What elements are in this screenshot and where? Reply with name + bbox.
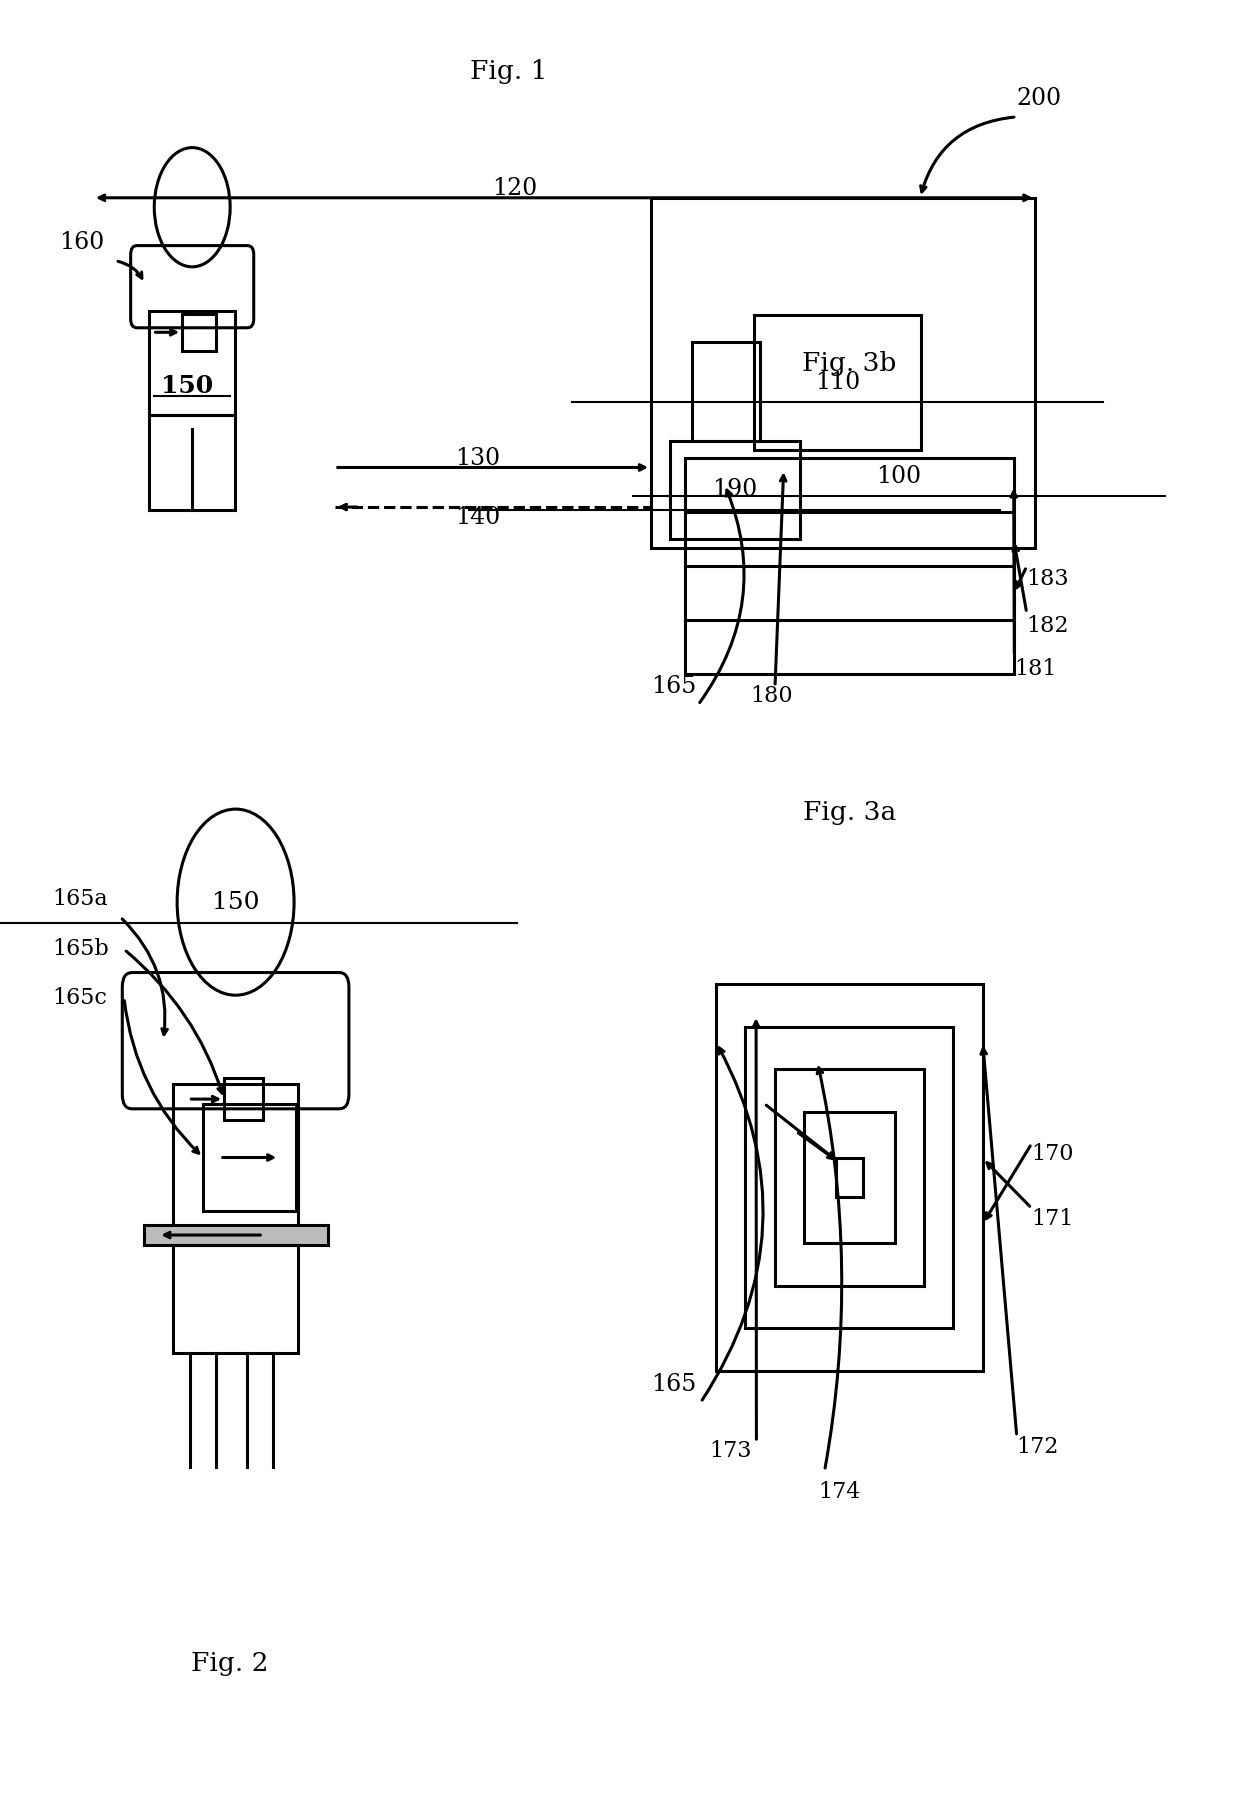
Text: 182: 182 bbox=[1027, 615, 1069, 636]
Text: 130: 130 bbox=[455, 448, 500, 469]
Text: 165a: 165a bbox=[52, 888, 108, 910]
Text: 150: 150 bbox=[212, 890, 259, 913]
Text: 100: 100 bbox=[877, 466, 921, 487]
Text: 174: 174 bbox=[818, 1482, 861, 1503]
Text: 173: 173 bbox=[709, 1440, 751, 1462]
Text: 171: 171 bbox=[1032, 1208, 1074, 1230]
Text: Fig. 2: Fig. 2 bbox=[191, 1651, 268, 1676]
Text: 180: 180 bbox=[750, 685, 792, 707]
Text: 172: 172 bbox=[1017, 1437, 1059, 1458]
Text: Fig. 1: Fig. 1 bbox=[470, 59, 547, 85]
Text: 110: 110 bbox=[815, 370, 861, 394]
Text: Fig. 3b: Fig. 3b bbox=[802, 351, 897, 376]
Text: 165: 165 bbox=[651, 1374, 696, 1395]
Text: Fig. 3a: Fig. 3a bbox=[802, 800, 897, 825]
Text: 140: 140 bbox=[455, 507, 500, 529]
Text: 160: 160 bbox=[60, 232, 104, 254]
Text: 200: 200 bbox=[1017, 88, 1061, 110]
Text: 181: 181 bbox=[1014, 658, 1056, 680]
Text: 150: 150 bbox=[161, 374, 213, 397]
Text: 165c: 165c bbox=[52, 987, 107, 1009]
FancyBboxPatch shape bbox=[144, 1224, 327, 1246]
Text: 170: 170 bbox=[1032, 1144, 1074, 1165]
Text: 165: 165 bbox=[651, 676, 696, 698]
Text: 183: 183 bbox=[1027, 568, 1069, 590]
Text: 190: 190 bbox=[712, 478, 758, 502]
Text: 120: 120 bbox=[492, 178, 537, 200]
Text: 165b: 165b bbox=[52, 939, 109, 960]
